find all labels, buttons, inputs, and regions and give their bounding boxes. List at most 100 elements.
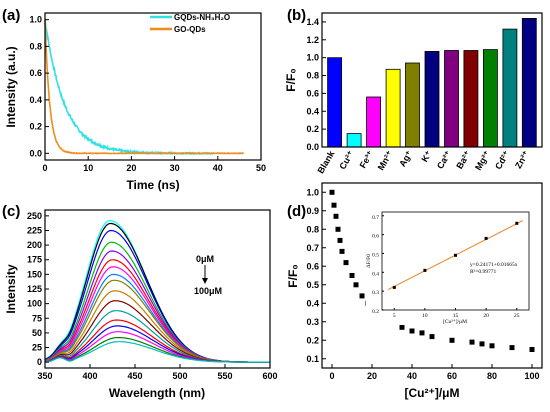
x-tick-label: 30 [170,163,180,173]
y-tick-label: 0.1 [306,354,319,364]
y-tick-label: 0.2 [29,122,42,132]
panel-c-ticks: 350 400 450 500 550 600 0 25 50 75 100 125 150 175 200… [27,211,278,381]
x-tick-label: 400 [82,371,97,381]
x-tick-label: 50 [256,163,266,173]
x-tick-label: 80 [487,371,497,381]
y-tick-label: 250 [27,211,42,221]
data-point [339,248,345,254]
panel-a-legend: GQDs-NH₃H₂O GO-QDs [150,13,230,34]
x-tick-label: 10 [422,313,428,319]
y-tick-label: 0.3 [372,290,379,296]
y-tick-label: 125 [27,284,42,294]
inset-data-point [454,253,457,257]
y-tick-label: 0.6 [306,261,319,271]
y-tick-label: 0.5 [306,280,319,290]
x-tick-label: 0 [329,371,334,381]
data-point [337,237,343,243]
inset-data-point [515,221,519,225]
data-point [359,293,365,299]
y-tick-label: 50 [32,328,42,338]
y-tick-label: 0.2 [306,124,319,134]
y-tick-label: 225 [27,225,42,235]
legend-label-a-1: GO-QDs [174,25,206,34]
y-tick-label: 0.4 [29,95,42,105]
y-tick-label: 0.6 [29,68,42,78]
inset-background [366,208,533,325]
x-tick-label: 550 [217,371,232,381]
x-tick-label: 0 [42,163,47,173]
panel-a-frame [44,12,262,161]
bar-8 [482,49,498,148]
y-tick-label: 0.7 [372,215,379,221]
panel-c-xlabel: Wavelength (nm) [109,386,205,400]
panel-d-xlabel: [Cu²⁺]/μM [405,386,460,400]
y-tick-label: 200 [27,240,42,250]
panel-b-bars [327,17,537,148]
y-tick-label: 0.4 [306,106,319,116]
x-tick-label: 60 [447,371,457,381]
x-tick-label: 15 [453,313,459,319]
x-category-label: K⁺ [419,149,433,164]
x-tick-label: 100 [524,371,539,381]
data-point [343,260,349,266]
data-point [399,324,405,330]
bar-5 [424,51,440,148]
y-tick-label: 0.8 [306,71,319,81]
y-tick-label: 0.5 [372,252,379,258]
y-tick-label: 0.6 [306,88,319,98]
x-tick-label: 10 [83,163,93,173]
inset-equation: y=0.24171+0.01665x [470,262,518,268]
bar-2 [366,96,382,148]
y-tick-label: 0.4 [372,271,379,277]
inset-xlabel: [Cu²⁺]/μM [443,318,467,325]
inset-ticks: 5 10 15 20 25 0.2 0.3 0.4 0.5 0.6 0.7 [372,215,520,319]
panel-a-label: (a) [2,7,20,24]
panel-a-xlabel: Time (ns) [126,178,179,192]
bar-3 [385,68,401,148]
panel-c-arrow-head [202,278,208,284]
data-point [419,330,425,336]
bar-10 [521,17,537,148]
inset-ylabel: ΔF/F0 [366,254,372,268]
x-tick-label: 600 [262,371,277,381]
panel-c-annotation-bottom: 100μM [194,286,222,296]
y-tick-label: 0.8 [29,41,42,51]
y-tick-label: 1.2 [306,35,319,45]
inset-content [387,220,524,291]
panel-d-ticks: 0 20 40 60 80 100 0.1 0.2 0.3 0.4 0.5 0.6 0.7 0.8 0.9 1… [306,187,539,381]
data-point [353,282,359,288]
data-point [529,347,535,352]
panel-d-ylabel: F/F₀ [286,264,300,287]
y-tick-label: 0.2 [372,309,379,315]
panel-c-ylabel: Intensity [4,264,18,314]
y-tick-label: 0.6 [372,234,379,240]
y-tick-label: 0.3 [306,317,319,327]
data-point [489,343,495,349]
x-tick-label: 450 [127,371,142,381]
panel-d-label: (d) [287,203,306,220]
x-tick-label: 40 [407,371,417,381]
series-line-a-1 [44,19,244,155]
x-tick-label: 20 [483,313,489,319]
data-point [429,334,435,340]
y-tick-label: 150 [27,269,42,279]
bar-1 [346,133,362,148]
y-tick-label: 0.0 [306,142,319,152]
inset-data-point [392,285,396,289]
panel-a-series-group [44,19,244,156]
y-tick-label: 0.9 [306,206,319,216]
data-point [331,202,337,208]
spectrum-16 [44,341,270,363]
y-tick-label: 100 [27,299,42,309]
y-tick-label: 1.4 [306,17,319,27]
y-tick-label: 25 [32,343,42,353]
panel-b-label: (b) [287,7,306,24]
data-point [349,273,355,278]
y-tick-label: 1.0 [306,53,319,63]
data-point [469,339,475,345]
panel-c-label: (c) [2,203,20,220]
y-tick-label: 1.0 [306,187,319,197]
y-tick-label: 0.2 [306,335,319,345]
x-tick-label: 20 [367,371,377,381]
x-tick-label: 25 [514,313,520,319]
